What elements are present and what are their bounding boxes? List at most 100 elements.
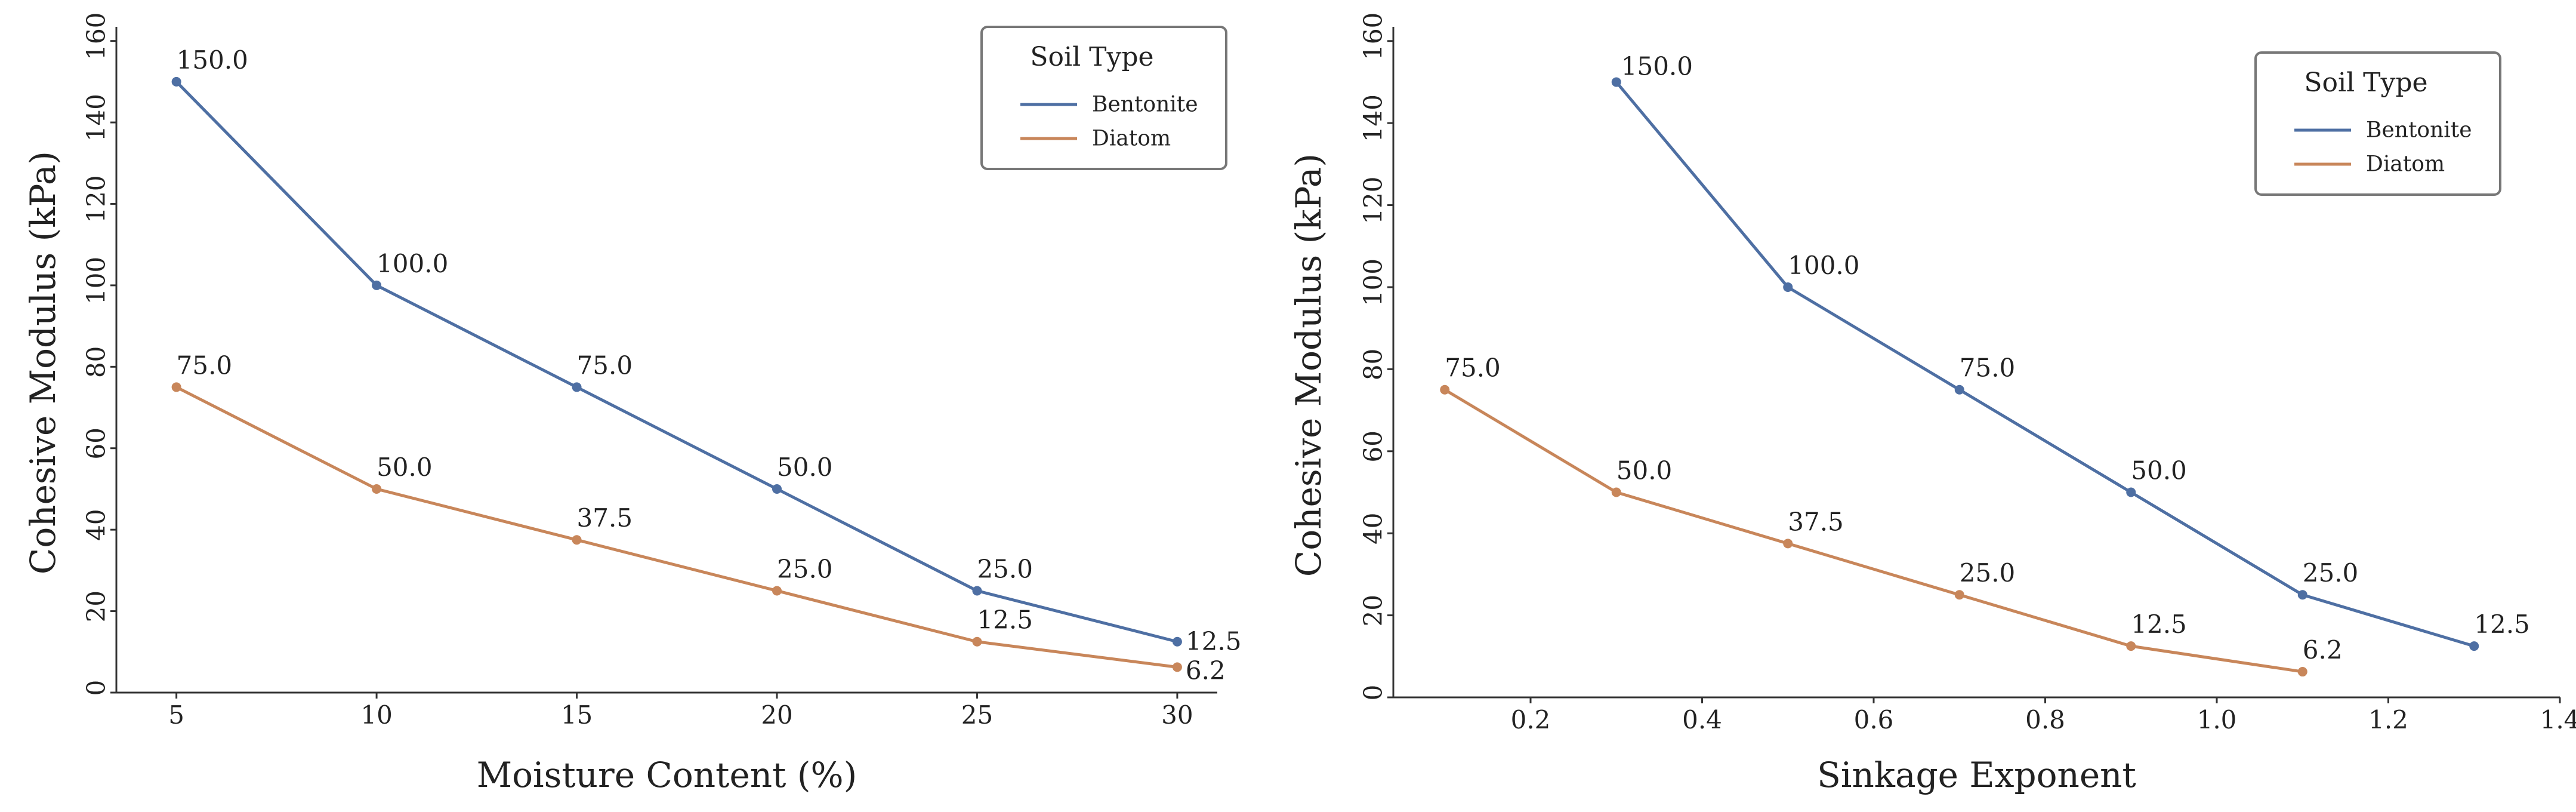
data-label: 50.0 [1616, 456, 1673, 485]
x-tick-label: 1.0 [2197, 705, 2237, 734]
data-label: 12.5 [977, 605, 1033, 635]
x-tick-label: 0.4 [1682, 705, 1722, 734]
data-point [972, 636, 982, 647]
chart-panel-1: 0 20 40 60 80 100 120 140 160 5 10 15 20 25 30 Cohesive… [23, 13, 1241, 795]
data-label: 150.0 [1621, 51, 1693, 81]
data-point [2297, 667, 2307, 677]
y-tick-label: 40 [1359, 512, 1388, 544]
data-label: 75.0 [177, 350, 233, 380]
data-point [972, 586, 982, 596]
data-label: 75.0 [1445, 353, 1501, 383]
legend-title: Soil Type [1030, 42, 1153, 72]
series-line-diatom [175, 386, 1178, 669]
data-point [1954, 385, 1964, 395]
data-label: 6.2 [1186, 656, 1226, 685]
x-tick-label: 0.2 [1511, 705, 1551, 734]
data-point [1611, 77, 1621, 87]
y-axis-label: Cohesive Modulus (kPa) [23, 151, 63, 574]
data-label: 25.0 [1960, 558, 2016, 588]
data-point [2126, 487, 2136, 497]
data-point [1611, 487, 1621, 497]
y-tick-label: 160 [1359, 13, 1388, 60]
y-tick-label: 0 [1359, 685, 1388, 701]
y-tick-label: 100 [1359, 259, 1388, 306]
x-tick-label: 1.2 [2368, 705, 2408, 734]
legend-box [980, 26, 1227, 170]
data-label: 12.5 [1186, 627, 1242, 656]
y-tick-label: 60 [82, 427, 111, 459]
data-label: 6.2 [2303, 635, 2343, 665]
data-label: 50.0 [777, 453, 833, 482]
legend-title: Soil Type [2304, 67, 2427, 98]
data-point [1783, 539, 1793, 549]
data-label: 25.0 [2303, 558, 2359, 588]
y-tick-label: 120 [1359, 176, 1388, 224]
data-label: 75.0 [577, 350, 633, 380]
y-axis-label: Cohesive Modulus (kPa) [1288, 153, 1329, 577]
data-label: 12.5 [2474, 610, 2530, 639]
data-label: 37.5 [1788, 507, 1844, 536]
y-tick-label: 80 [82, 346, 111, 378]
data-point [2126, 641, 2136, 651]
y-tick-label: 20 [82, 590, 111, 622]
x-tick-label: 10 [360, 700, 392, 730]
legend: Soil Type Bentonite Diatom [2254, 51, 2501, 196]
x-tick-label: 5 [168, 700, 184, 730]
data-point [1440, 385, 1450, 395]
series-line-bentonite [1615, 81, 2475, 648]
data-point [1783, 282, 1793, 292]
y-tick-label: 60 [1359, 430, 1388, 462]
y-tick-label: 40 [82, 509, 111, 540]
legend-item: Diatom [2366, 152, 2445, 177]
y-tick-label: 140 [1359, 94, 1388, 142]
chart-panel-2: 0 20 40 60 80 100 120 140 160 0.2 0.4 0.6 0.8 1.0 1.2 1… [1288, 13, 2576, 795]
data-point [1172, 662, 1182, 672]
x-axis-label: Sinkage Exponent [1817, 755, 2136, 795]
data-point [2297, 590, 2307, 600]
y-tick-label: 0 [82, 680, 111, 696]
series-line-diatom [1443, 388, 2303, 673]
x-tick-label: 15 [561, 700, 593, 730]
data-label: 100.0 [1788, 251, 1859, 280]
data-label: 150.0 [177, 45, 248, 75]
data-label: 25.0 [977, 554, 1033, 583]
legend-box [2254, 51, 2501, 196]
legend: Soil Type Bentonite Diatom [980, 26, 1227, 170]
data-point [372, 484, 382, 494]
x-tick-label: 30 [1161, 700, 1193, 730]
y-tick-label: 160 [82, 13, 111, 60]
data-label: 50.0 [2131, 456, 2187, 485]
y-tick-label: 100 [82, 257, 111, 304]
x-tick-label: 1.4 [2540, 705, 2576, 734]
data-point [772, 484, 782, 494]
data-label: 50.0 [377, 453, 433, 482]
data-label: 25.0 [777, 554, 833, 583]
x-axis-label: Moisture Content (%) [477, 755, 857, 795]
data-label: 100.0 [377, 249, 448, 278]
x-tick-label: 25 [961, 700, 993, 730]
y-tick-label: 120 [82, 175, 111, 223]
y-tick-label: 80 [1359, 349, 1388, 380]
x-tick-label: 20 [761, 700, 792, 730]
legend-item: Bentonite [2366, 118, 2472, 143]
data-label: 37.5 [577, 503, 633, 533]
data-point [1954, 590, 1964, 600]
series-line-bentonite [175, 81, 1178, 644]
data-point [171, 382, 181, 392]
data-label: 12.5 [2131, 610, 2187, 639]
y-tick-label: 20 [1359, 595, 1388, 626]
data-point [171, 76, 181, 87]
data-label: 75.0 [1960, 353, 2016, 383]
data-point [2469, 641, 2479, 651]
data-point [372, 280, 382, 290]
y-tick-label: 140 [82, 94, 111, 142]
legend-item: Bentonite [1092, 93, 1198, 117]
data-point [572, 382, 582, 392]
x-tick-label: 0.6 [1854, 705, 1894, 734]
data-point [1172, 636, 1182, 647]
data-point [572, 535, 582, 545]
data-point [772, 586, 782, 596]
legend-item: Diatom [1092, 127, 1171, 151]
x-tick-label: 0.8 [2025, 705, 2065, 734]
